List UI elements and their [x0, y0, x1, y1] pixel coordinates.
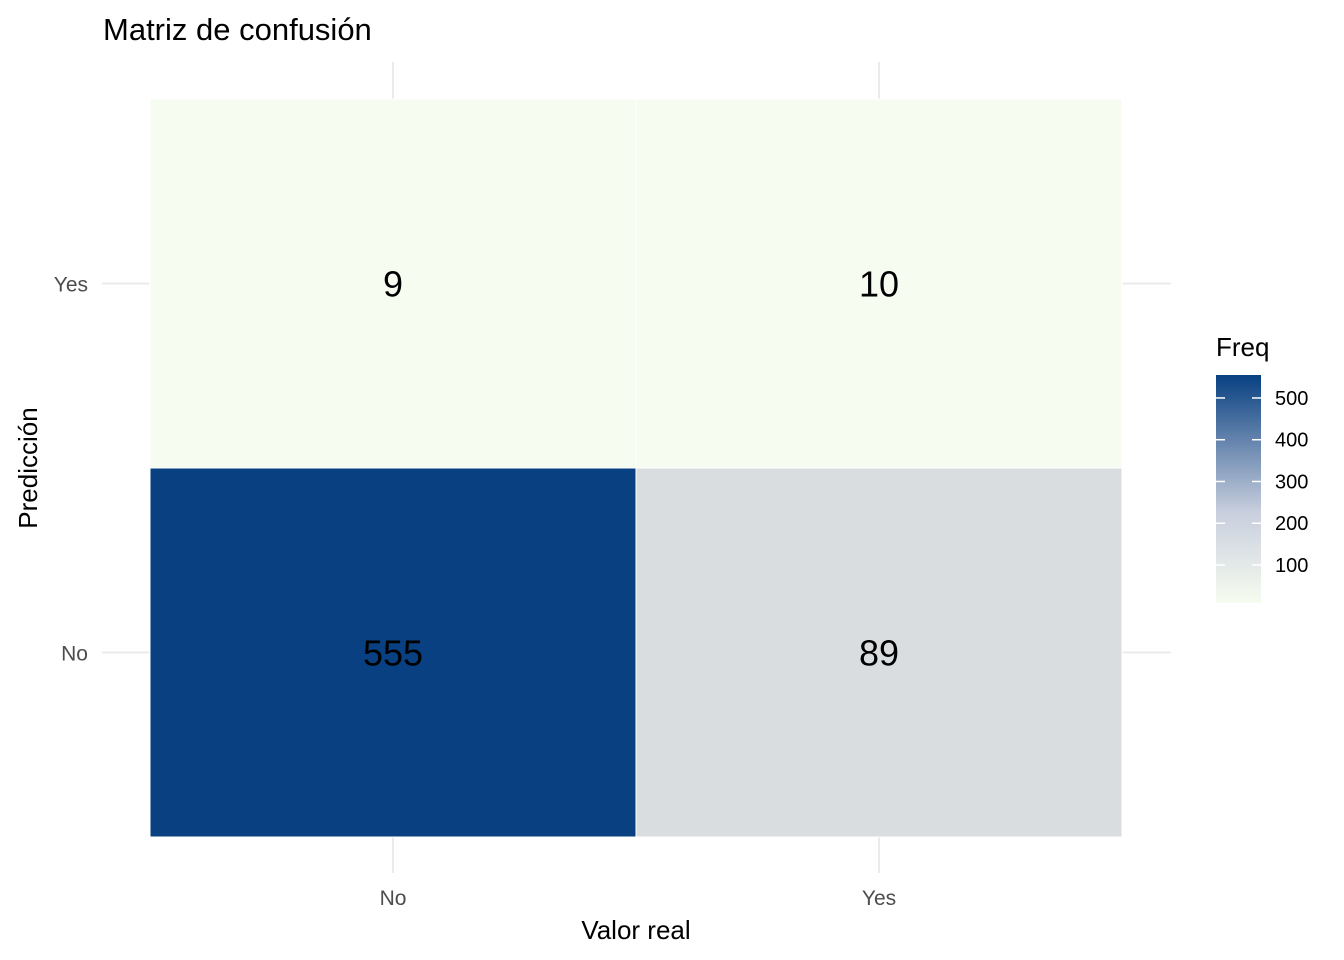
x-axis-title: Valor real	[581, 915, 690, 945]
x-tick-label-no: No	[380, 887, 407, 910]
legend-tick-label: 200	[1275, 513, 1308, 535]
y-tick-label-yes: Yes	[54, 274, 88, 297]
cell-value-label: 10	[859, 264, 899, 305]
heatmap-cell-no-yes	[149, 98, 637, 469]
x-axis-ticks: No Yes	[380, 887, 897, 910]
cell-value-label: 555	[363, 633, 423, 674]
heatmap-cells	[149, 98, 1123, 838]
heatmap-cell-yes-no	[635, 467, 1123, 838]
legend-title: Freq	[1216, 332, 1269, 362]
legend-ticks: 100 200 300 400 500	[1216, 388, 1308, 577]
chart-title: Matriz de confusión	[103, 12, 372, 47]
cell-value-label: 9	[383, 264, 403, 305]
heatmap-cell-yes-yes	[635, 98, 1123, 469]
y-tick-label-no: No	[61, 643, 88, 666]
color-legend: Freq 100 200 300 400 500	[1216, 332, 1308, 603]
x-tick-label-yes: Yes	[862, 887, 896, 910]
legend-colorbar	[1216, 375, 1261, 603]
legend-tick-label: 400	[1275, 430, 1308, 452]
cell-value-label: 89	[859, 633, 899, 674]
legend-tick-label: 300	[1275, 471, 1308, 493]
heatmap-cell-no-no	[149, 467, 637, 838]
cell-labels: 555 89 9 10	[363, 264, 899, 674]
legend-tick-label: 500	[1275, 388, 1308, 410]
y-axis-ticks: No Yes	[54, 274, 88, 666]
y-axis-title: Predicción	[13, 407, 43, 528]
legend-tick-label: 100	[1275, 555, 1308, 577]
